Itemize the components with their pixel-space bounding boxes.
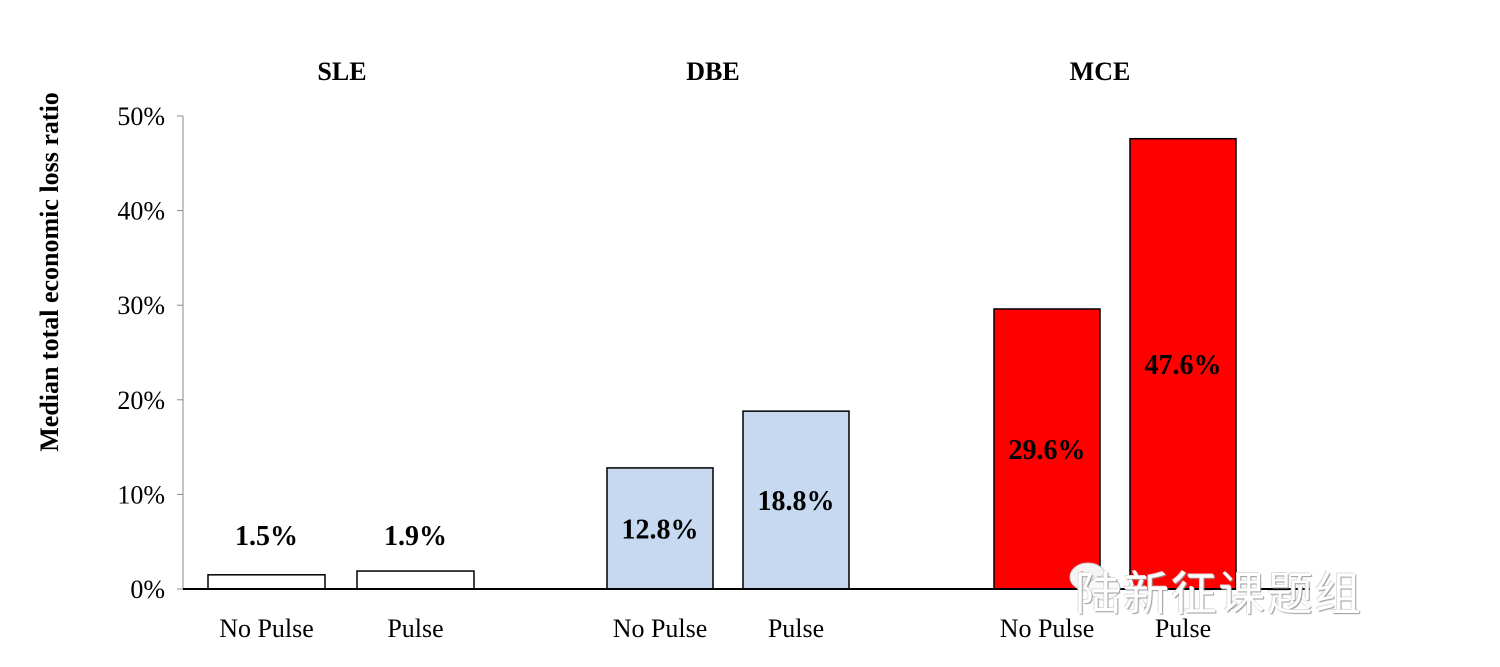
- data-label: 29.6%: [1009, 435, 1086, 466]
- bar-dbe-no-pulse: [606, 467, 714, 590]
- bar-mce-pulse: [1129, 137, 1237, 590]
- watermark-text: 陆新征课题组: [1075, 567, 1363, 621]
- group-title-mce: MCE: [1070, 57, 1131, 86]
- data-label: 18.8%: [758, 486, 835, 517]
- bar-dbe-pulse: [742, 410, 850, 590]
- data-label: 47.6%: [1145, 350, 1222, 381]
- y-tick-label: 20%: [117, 386, 165, 415]
- y-tick-label: 30%: [117, 291, 165, 320]
- data-label: 1.5%: [235, 521, 298, 552]
- bar-sle-pulse: [356, 570, 475, 590]
- x-category-label: Pulse: [768, 614, 824, 643]
- y-tick-label: 40%: [117, 197, 165, 226]
- group-title-sle: SLE: [317, 57, 366, 86]
- x-category-label: No Pulse: [219, 614, 314, 643]
- y-axis-label: Median total economic loss ratio: [35, 92, 64, 452]
- y-tick-label: 10%: [117, 480, 165, 509]
- y-tick-label: 0%: [130, 575, 165, 604]
- x-category-label: Pulse: [1155, 614, 1211, 643]
- data-label: 1.9%: [384, 521, 447, 552]
- bar-sle-no-pulse: [207, 574, 326, 590]
- bar-mce-no-pulse: [993, 308, 1101, 590]
- y-tick-label: 50%: [117, 102, 165, 131]
- x-category-label: No Pulse: [1000, 614, 1095, 643]
- group-title-dbe: DBE: [686, 57, 739, 86]
- x-category-label: No Pulse: [613, 614, 708, 643]
- x-category-label: Pulse: [387, 614, 443, 643]
- wechat-icon: [1068, 560, 1123, 605]
- data-label: 12.8%: [622, 514, 699, 545]
